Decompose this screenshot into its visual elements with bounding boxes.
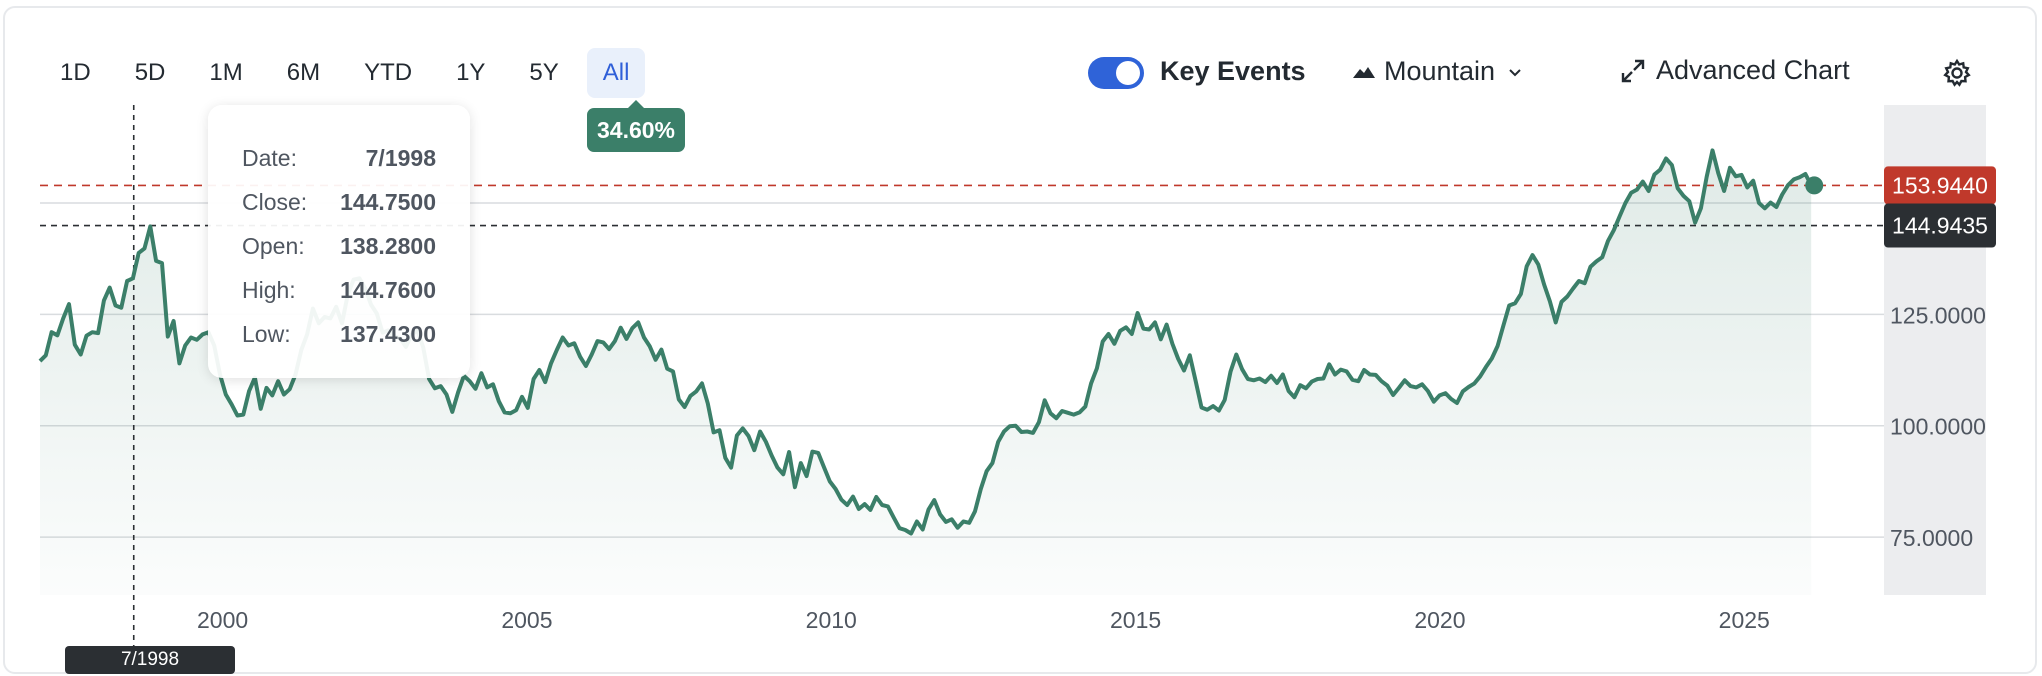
- range-selector: 1D 5D 1M 6M YTD 1Y 5Y All: [44, 48, 657, 98]
- tooltip-row: Close: 144.7500: [242, 189, 436, 233]
- y-tick-label: 75.0000: [1890, 525, 1973, 551]
- key-events-toggle[interactable]: [1088, 57, 1144, 89]
- x-tick-label: 2015: [1110, 607, 1161, 633]
- tooltip-label: Date:: [242, 145, 297, 171]
- tooltip-label: Open:: [242, 233, 305, 259]
- chart-style-dropdown[interactable]: Mountain: [1352, 56, 1533, 87]
- last-price-dot: [1805, 176, 1824, 195]
- range-button-ytd[interactable]: YTD: [364, 59, 413, 86]
- current-price-tag: [1884, 166, 1996, 205]
- range-button-5d[interactable]: 5D: [134, 59, 166, 86]
- tooltip-value: 138.2800: [340, 233, 436, 259]
- gear-icon[interactable]: [1942, 58, 1972, 88]
- range-button-1y[interactable]: 1Y: [456, 59, 486, 86]
- area-fill: [40, 150, 1812, 595]
- y-tick-label: 100.0000: [1890, 414, 1986, 440]
- tooltip-row: Open: 138.2800: [242, 233, 436, 277]
- chevron-down-icon: [1509, 68, 1521, 76]
- range-button-1d[interactable]: 1D: [60, 59, 91, 86]
- x-tick-label: 2025: [1719, 607, 1770, 633]
- tooltip-value: 137.4300: [340, 321, 436, 347]
- x-tick-label: 2020: [1414, 607, 1465, 633]
- tooltip-value: 144.7500: [340, 189, 436, 215]
- x-tick-label: 2010: [806, 607, 857, 633]
- tooltip-row: Low: 137.4300: [242, 321, 436, 365]
- key-events-label[interactable]: Key Events: [1160, 56, 1306, 86]
- advanced-chart-button[interactable]: Advanced Chart: [1620, 55, 1850, 86]
- tooltip-row: Date: 7/1998: [242, 145, 436, 189]
- range-button-1m[interactable]: 1M: [209, 59, 243, 86]
- y-tick-label: 125.0000: [1890, 302, 1986, 328]
- tooltip-value: 7/1998: [365, 145, 436, 171]
- range-button-all[interactable]: All: [586, 48, 646, 98]
- tooltip-label: Low:: [242, 321, 291, 347]
- hover-tooltip: Date: 7/1998 Close: 144.7500 Open: 138.2800 Hi…: [208, 105, 470, 378]
- tooltip-value: 144.7600: [340, 277, 436, 303]
- x-tick-label: 2005: [501, 607, 552, 633]
- crosshair-price-label: 144.9435: [1892, 213, 1988, 239]
- toggle-knob: [1116, 61, 1140, 85]
- crosshair-date-label: 7/1998: [65, 646, 235, 674]
- range-button-6m[interactable]: 6M: [286, 59, 321, 86]
- mountain-icon: [1353, 66, 1375, 78]
- crosshair-price-tag: [1884, 203, 1996, 248]
- advanced-chart-label: Advanced Chart: [1656, 55, 1850, 85]
- range-button-5y[interactable]: 5Y: [529, 59, 559, 86]
- x-tick-label: 2000: [197, 607, 248, 633]
- expand-icon: [1621, 59, 1645, 82]
- tooltip-label: High:: [242, 277, 296, 303]
- range-change-badge: 34.60%: [587, 100, 686, 152]
- current-price-label: 153.9440: [1892, 172, 1988, 198]
- tooltip-row: High: 144.7600: [242, 277, 436, 321]
- chart-style-label: Mountain: [1384, 56, 1496, 86]
- tooltip-label: Close:: [242, 189, 308, 215]
